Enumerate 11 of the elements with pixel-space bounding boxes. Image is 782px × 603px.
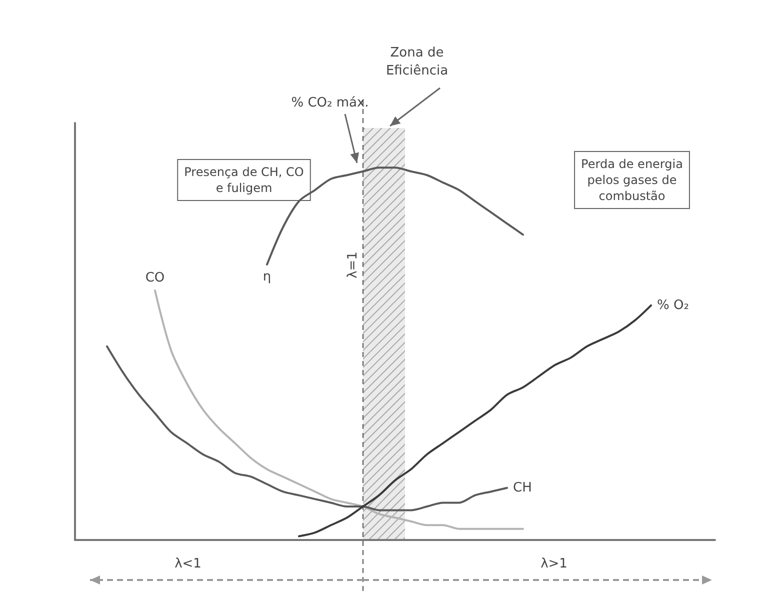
series-label: % O₂ xyxy=(657,298,689,313)
text: % CO₂ máx. xyxy=(291,96,369,110)
annotation: Perda de energia pelos gases de combustão xyxy=(581,157,683,203)
series-label: CH xyxy=(513,480,532,496)
text: λ<1 xyxy=(174,556,202,572)
text: Zona de Eficiência xyxy=(386,46,448,78)
series-label: η xyxy=(262,269,272,284)
series-label: CO xyxy=(145,270,165,286)
annotation: Presença de CH, CO e fuligem xyxy=(184,165,304,195)
text: λ>1 xyxy=(540,556,568,572)
annotation: λ=1 xyxy=(346,252,360,278)
